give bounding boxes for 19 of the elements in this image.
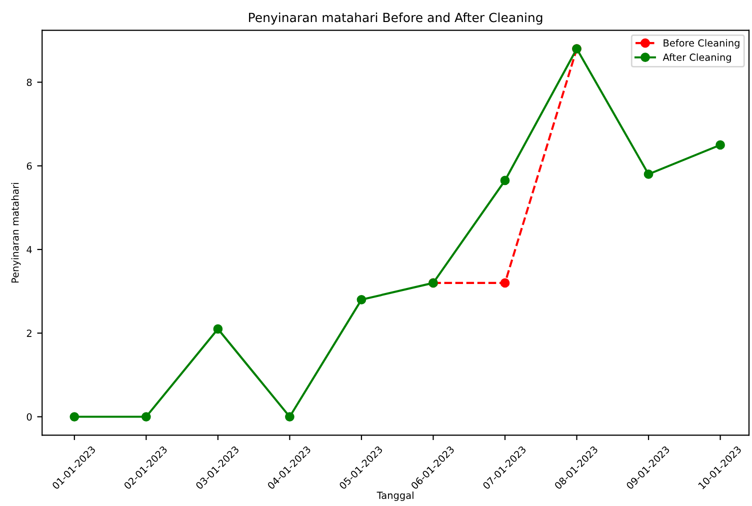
point [213,324,223,334]
y-tick-label: 2 [26,330,32,337]
point [285,412,294,422]
y-tick-label: 8 [26,78,32,86]
y-tick-label: 4 [26,246,32,254]
point [716,140,725,150]
legend-label: After Cleaning [662,53,731,63]
point [500,278,510,288]
point [356,294,366,304]
y-axis-title: Penyinaran matahari [11,182,21,283]
point [141,412,151,422]
y-tick-label: 0 [26,413,32,421]
point [500,176,510,186]
y-tick-label: 6 [26,162,32,170]
point [644,170,654,179]
x-axis-title: Tanggal [376,491,414,501]
point [70,412,80,422]
chart-title: Penyinaran matahari Before and After Cleaning [249,12,542,25]
legend-label: Before Cleaning [664,39,740,49]
